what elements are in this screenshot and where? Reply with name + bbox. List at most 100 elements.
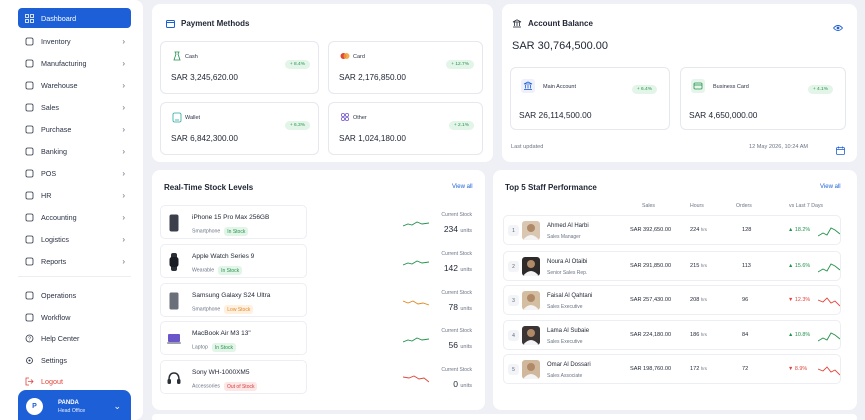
account-balance-total: SAR 30,764,500.00 <box>512 40 609 52</box>
sidebar-item-accounting[interactable]: Accounting › <box>18 206 131 228</box>
sidebar-item-label: HR <box>41 190 52 200</box>
sidebar-item-operations[interactable]: Operations <box>18 285 131 307</box>
calendar-icon[interactable] <box>836 142 845 160</box>
user-role: Head Office <box>58 407 86 414</box>
staff-row[interactable]: 4 Lama Al Subaie Sales Executive SAR 224… <box>503 320 841 350</box>
col-sales: Sales <box>642 203 655 209</box>
account-label: Main Account <box>543 84 577 90</box>
sidebar-item-label: Accounting <box>41 212 77 222</box>
stock-count: 78 units <box>449 302 472 312</box>
staff-role: Sales Manager <box>547 234 581 240</box>
col-orders: Orders <box>736 203 752 209</box>
sidebar-item-banking[interactable]: Banking › <box>18 140 131 162</box>
chevron-right-icon: › <box>122 146 125 156</box>
chevron-right-icon: › <box>122 190 125 200</box>
sidebar-item-hr[interactable]: HR › <box>18 184 131 206</box>
staff-row[interactable]: 1 Ahmed Al Harbi Sales Manager SAR 392,6… <box>503 215 841 245</box>
staff-hours-value: 186 <box>690 332 700 338</box>
sidebar-item-warehouse[interactable]: Warehouse › <box>18 74 131 96</box>
stock-qty: 78 <box>448 302 458 312</box>
stock-view-all-link[interactable]: View all <box>452 184 473 190</box>
sidebar-item-label: Settings <box>41 355 67 365</box>
stock-row[interactable]: Samsung Galaxy S24 Ultra Smartphone Low S… <box>160 283 307 317</box>
box-icon <box>24 36 34 46</box>
chevron-right-icon: › <box>122 102 125 112</box>
chevron-down-icon[interactable]: ⌄ <box>113 400 121 411</box>
chevron-right-icon: › <box>122 124 125 134</box>
sidebar-item-sales[interactable]: Sales › <box>18 96 131 118</box>
payment-label: Cash <box>185 54 198 60</box>
product-category: Laptop <box>192 344 208 351</box>
sidebar-item-label: Manufacturing <box>41 58 87 68</box>
gear-icon <box>24 355 34 365</box>
sidebar-item-help-center[interactable]: ? Help Center <box>18 328 131 350</box>
sidebar-item-reports[interactable]: Reports › <box>18 250 131 272</box>
sidebar-item-logout[interactable]: Logout <box>18 371 131 393</box>
stock-count: 56 units <box>449 340 472 350</box>
user-profile-card[interactable]: P PANDA Head Office ⌄ <box>18 390 131 420</box>
staff-orders: 113 <box>742 263 751 269</box>
last-updated-label: Last updated <box>511 144 544 150</box>
sidebar-item-pos[interactable]: POS › <box>18 162 131 184</box>
stock-unit: units <box>460 267 472 273</box>
sidebar-item-logistics[interactable]: Logistics › <box>18 228 131 250</box>
main-account-box[interactable]: Main Account + 6.4% SAR 26,114,500.00 <box>510 67 670 130</box>
sidebar-item-inventory[interactable]: Inventory › <box>18 30 131 52</box>
stock-row[interactable]: Sony WH-1000XM5 Accessories Out of Stock <box>160 360 307 394</box>
stock-row[interactable]: Apple Watch Series 9 Wearable In Stock <box>160 244 307 278</box>
col-trend: vs Last 7 Days <box>789 203 824 209</box>
current-stock-label: Current Stock <box>441 251 472 257</box>
staff-hours: 172 hrs <box>690 366 707 372</box>
staff-row[interactable]: 2 Noura Al Otaibi Senior Sales Rep. SAR … <box>503 251 841 281</box>
sidebar-item-manufacturing[interactable]: Manufacturing › <box>18 52 131 74</box>
stock-sparkline <box>403 221 429 227</box>
stock-quantity: Current Stock 142 units <box>395 244 485 278</box>
user-name: PANDA <box>58 399 79 406</box>
stock-count: 234 units <box>444 224 472 234</box>
sidebar-item-settings[interactable]: Settings <box>18 350 131 372</box>
truck-icon <box>24 234 34 244</box>
staff-hours: 215 hrs <box>690 263 707 269</box>
staff-sales: SAR 257,430.00 <box>630 297 672 303</box>
sidebar-item-dashboard[interactable]: Dashboard <box>18 8 131 28</box>
sidebar-item-label: Logout <box>41 377 63 387</box>
sidebar: Dashboard Inventory › Manufacturing › Warehou… <box>0 0 143 420</box>
account-label: Business Card <box>713 84 749 90</box>
warehouse-icon <box>24 80 34 90</box>
staff-row[interactable]: 5 Omar Al Dossari Sales Associate SAR 19… <box>503 354 841 384</box>
payment-amount: SAR 1,024,180.00 <box>339 134 406 143</box>
change-badge: + 8.4% <box>284 60 310 69</box>
payment-card-box[interactable]: Card + 12.7% SAR 2,176,850.00 <box>328 41 483 94</box>
sidebar-item-label: Reports <box>41 256 67 266</box>
staff-hours-unit: hrs <box>700 297 708 302</box>
sidebar-item-label: Workflow <box>41 312 71 322</box>
sidebar-item-label: Banking <box>41 146 67 156</box>
rank-badge: 1 <box>508 225 519 236</box>
stock-quantity: Current Stock 78 units <box>395 283 485 317</box>
staff-view-all-link[interactable]: View all <box>820 184 841 190</box>
staff-sparkline <box>818 297 840 307</box>
staff-sparkline <box>818 366 840 376</box>
staff-row[interactable]: 3 Faisal Al Qahtani Sales Executive SAR … <box>503 285 841 315</box>
payment-other-box[interactable]: Other + 2.1% SAR 1,024,180.00 <box>328 102 483 155</box>
stock-row[interactable]: iPhone 15 Pro Max 256GB Smartphone In Sto… <box>160 205 307 239</box>
account-balance-title: Account Balance <box>512 19 593 28</box>
staff-role: Sales Executive <box>547 304 583 310</box>
change-badge: + 2.1% <box>448 121 474 130</box>
product-name: Samsung Galaxy S24 Ultra <box>192 292 271 299</box>
staff-avatar <box>522 360 540 379</box>
sidebar-item-purchase[interactable]: Purchase › <box>18 118 131 140</box>
payment-cash-box[interactable]: Cash + 8.4% SAR 3,245,620.00 <box>160 41 319 94</box>
wallet-icon <box>166 19 175 28</box>
sidebar-item-workflow[interactable]: Workflow <box>18 307 131 329</box>
staff-avatar <box>522 291 540 310</box>
payment-wallet-box[interactable]: Wallet + 6.3% SAR 6,842,300.00 <box>160 102 319 155</box>
rank-badge: 3 <box>508 295 519 306</box>
eye-icon[interactable] <box>832 19 844 37</box>
business-card-box[interactable]: Business Card + 4.1% SAR 4,650,000.00 <box>680 67 846 130</box>
stock-quantity: Current Stock 56 units <box>395 321 485 355</box>
staff-performance-title: Top 5 Staff Performance <box>505 183 597 192</box>
stock-row[interactable]: MacBook Air M3 13" Laptop In Stock <box>160 321 307 355</box>
sidebar-item-label: Inventory <box>41 36 71 46</box>
chevron-right-icon: › <box>122 80 125 90</box>
